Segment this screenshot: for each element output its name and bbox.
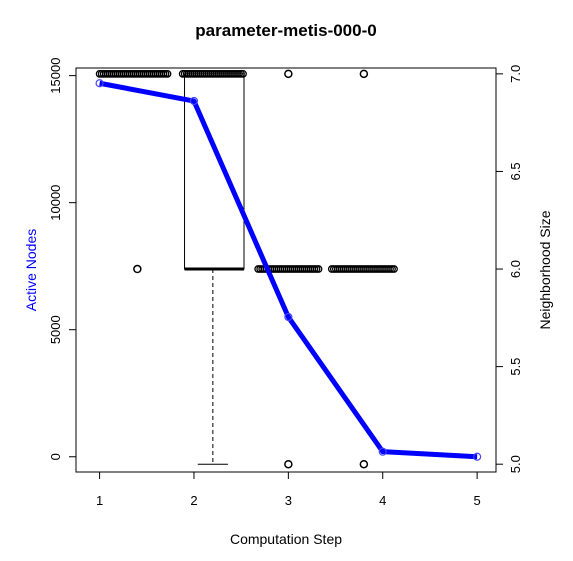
x-tick-label: 2	[190, 493, 197, 508]
y-axis-right: 5.0 5.5 6.0 6.5 7.0	[495, 65, 523, 473]
y-left-tick-label: 0	[48, 453, 63, 460]
y-axis-right-label: Neighborhood Size	[537, 210, 553, 329]
active-nodes-point	[95, 79, 104, 88]
active-nodes-point	[473, 452, 482, 461]
x-tick-label: 3	[285, 493, 292, 508]
boxplot	[184, 73, 245, 465]
active-nodes-point	[189, 96, 199, 106]
neighborhood-point	[390, 265, 398, 273]
active-nodes-point	[284, 312, 293, 322]
x-axis: 1 2 3 4 5	[96, 471, 481, 508]
neighborhood-point	[314, 265, 323, 273]
y-right-tick-label: 7.0	[508, 65, 523, 83]
active-nodes-point	[378, 447, 387, 456]
neighborhood-outlier	[284, 459, 293, 469]
y-right-tick-label: 6.0	[508, 260, 523, 278]
y-right-tick-label: 5.0	[508, 455, 523, 473]
y-axis-left: 0 5000 10000 15000	[48, 58, 77, 460]
active-nodes-line	[99, 80, 478, 460]
x-tick-label: 4	[379, 493, 386, 508]
series-active-nodes	[95, 79, 482, 461]
neighborhood-outlier	[359, 69, 369, 79]
neighborhood-point	[163, 70, 172, 78]
y-axis-left-label: Active Nodes	[23, 229, 39, 311]
chart-title: parameter-metis-000-0	[195, 21, 376, 40]
x-tick-label: 5	[474, 493, 481, 508]
y-left-tick-label: 10000	[48, 185, 63, 221]
neighborhood-point	[239, 70, 247, 78]
y-left-tick-label: 15000	[48, 58, 63, 94]
x-axis-label: Computation Step	[230, 531, 342, 547]
neighborhood-outlier	[359, 459, 369, 469]
y-right-tick-label: 5.5	[508, 358, 523, 376]
y-left-tick-label: 5000	[48, 315, 63, 344]
neighborhood-outlier	[284, 69, 293, 79]
y-right-tick-label: 6.5	[508, 162, 523, 180]
neighborhood-outlier	[133, 264, 142, 274]
x-tick-label: 1	[96, 493, 103, 508]
